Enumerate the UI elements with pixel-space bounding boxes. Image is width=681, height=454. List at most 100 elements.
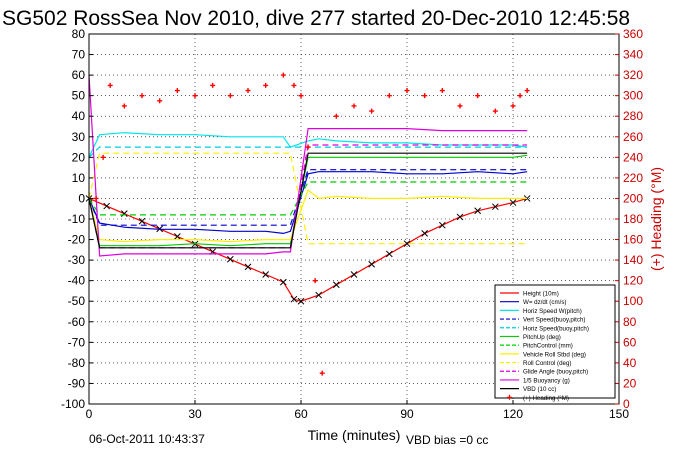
y-tick-label: -20 (68, 233, 86, 247)
y-tick-label: -10 (68, 212, 86, 226)
heading-point (210, 82, 216, 88)
heading-point (305, 144, 311, 150)
height-point (297, 297, 305, 305)
y2-tick-label: 280 (623, 109, 643, 123)
heading-point (245, 88, 251, 94)
y-tick-label: -80 (68, 356, 86, 370)
y2-tick-label: 20 (623, 376, 637, 390)
heading-point (475, 93, 481, 99)
series-6 (88, 181, 528, 216)
x-axis-ticks: 0 30 60 90 120 150 (86, 400, 629, 421)
legend-label: PitchUp (deg) (523, 334, 561, 341)
x-tick-label: 120 (503, 407, 523, 421)
x-tick-label: 60 (294, 407, 308, 421)
heading-point (298, 93, 304, 99)
height-point (138, 217, 146, 225)
height-point (103, 202, 111, 210)
series-line (88, 171, 528, 235)
y2-tick-label: 160 (623, 233, 643, 247)
y2-axis-label: (+) Heading (°M) (648, 167, 664, 271)
series-0 (85, 195, 531, 305)
heading-point (386, 93, 392, 99)
y2-tick-label: 180 (623, 212, 643, 226)
height-point (438, 221, 446, 229)
footer-date: 06-Oct-2011 10:43:37 (89, 432, 205, 446)
y-tick-label: 40 (72, 109, 86, 123)
heading-point (263, 82, 269, 88)
height-point (226, 255, 234, 263)
y-tick-label: 60 (72, 68, 86, 82)
y2-tick-label: 300 (623, 89, 643, 103)
y-tick-label: 10 (72, 171, 86, 185)
legend-label: PitchControl (mm) (523, 343, 573, 350)
series-line (88, 197, 528, 302)
x-tick-label: 90 (400, 407, 414, 421)
heading-point (192, 93, 198, 99)
series-line (88, 146, 528, 158)
heading-point (517, 93, 523, 99)
legend-label: 1/5 Buoyancy (g) (523, 377, 570, 384)
heading-point (351, 103, 357, 109)
height-point (509, 199, 517, 206)
series-1 (88, 171, 528, 235)
x-tick-label: 0 (86, 407, 93, 421)
legend-label: Vert Speed(buoy,pitch) (523, 317, 585, 324)
heading-point (369, 108, 375, 114)
height-point (244, 263, 252, 271)
legend-label: Horiz Speed W(pitch) (523, 308, 582, 315)
heading-point (280, 72, 286, 78)
height-point (421, 230, 429, 237)
chart-title: SG502 RossSea Nov 2010, dive 277 started… (2, 7, 630, 30)
heading-point (107, 82, 113, 88)
y-tick-label: -90 (68, 376, 86, 390)
heading-point (319, 370, 325, 376)
y2-tick-label: 340 (623, 48, 643, 62)
y-tick-label: -40 (68, 274, 86, 288)
plot-area (85, 72, 531, 376)
height-point (262, 271, 270, 278)
y2-tick-label: 200 (623, 191, 643, 205)
heading-point (227, 93, 233, 99)
heading-point (139, 93, 145, 99)
x-axis-label: Time (minutes) (308, 427, 401, 443)
x-tick-label: 30 (188, 407, 202, 421)
height-point (368, 260, 376, 268)
series-line (88, 75, 528, 257)
legend-label: W= dz/dt (cm/s) (523, 299, 567, 306)
height-point (315, 291, 323, 299)
heading-point (121, 103, 127, 109)
y2-tick-label: 0 (623, 397, 630, 411)
legend-label: (+) Heading (°M) (523, 395, 569, 402)
y2-tick-label: 120 (623, 274, 643, 288)
heading-point (93, 195, 99, 201)
series-11 (88, 152, 528, 249)
height-point (173, 233, 181, 240)
series-line (88, 181, 528, 216)
y2-tick-label: 60 (623, 335, 637, 349)
y2-tick-label: 80 (623, 315, 637, 329)
heading-point (422, 93, 428, 99)
y-tick-label: -60 (68, 315, 86, 329)
height-point (491, 203, 499, 211)
series-7 (88, 189, 528, 243)
x-tick-label: 150 (609, 407, 629, 421)
y2-tick-label: 100 (623, 294, 643, 308)
heading-point (457, 103, 463, 109)
y-tick-label: 70 (72, 48, 86, 62)
y2-tick-label: 40 (623, 356, 637, 370)
series-10 (88, 75, 528, 257)
y2-tick-label: 360 (623, 27, 643, 41)
legend-label: Height (10m) (523, 291, 559, 298)
series-4 (88, 146, 528, 158)
legend-label: Glide Angle (buoy,pitch) (523, 369, 588, 376)
heading-point (291, 82, 297, 88)
height-point (403, 240, 411, 248)
y-tick-label: -30 (68, 253, 86, 267)
y-tick-label: 80 (72, 27, 86, 41)
series-12 (93, 72, 530, 376)
legend-label: VBD (10 cc) (523, 386, 556, 393)
series-5 (88, 154, 528, 247)
height-point (456, 213, 464, 221)
series-line (88, 189, 528, 243)
series-line (88, 169, 528, 226)
